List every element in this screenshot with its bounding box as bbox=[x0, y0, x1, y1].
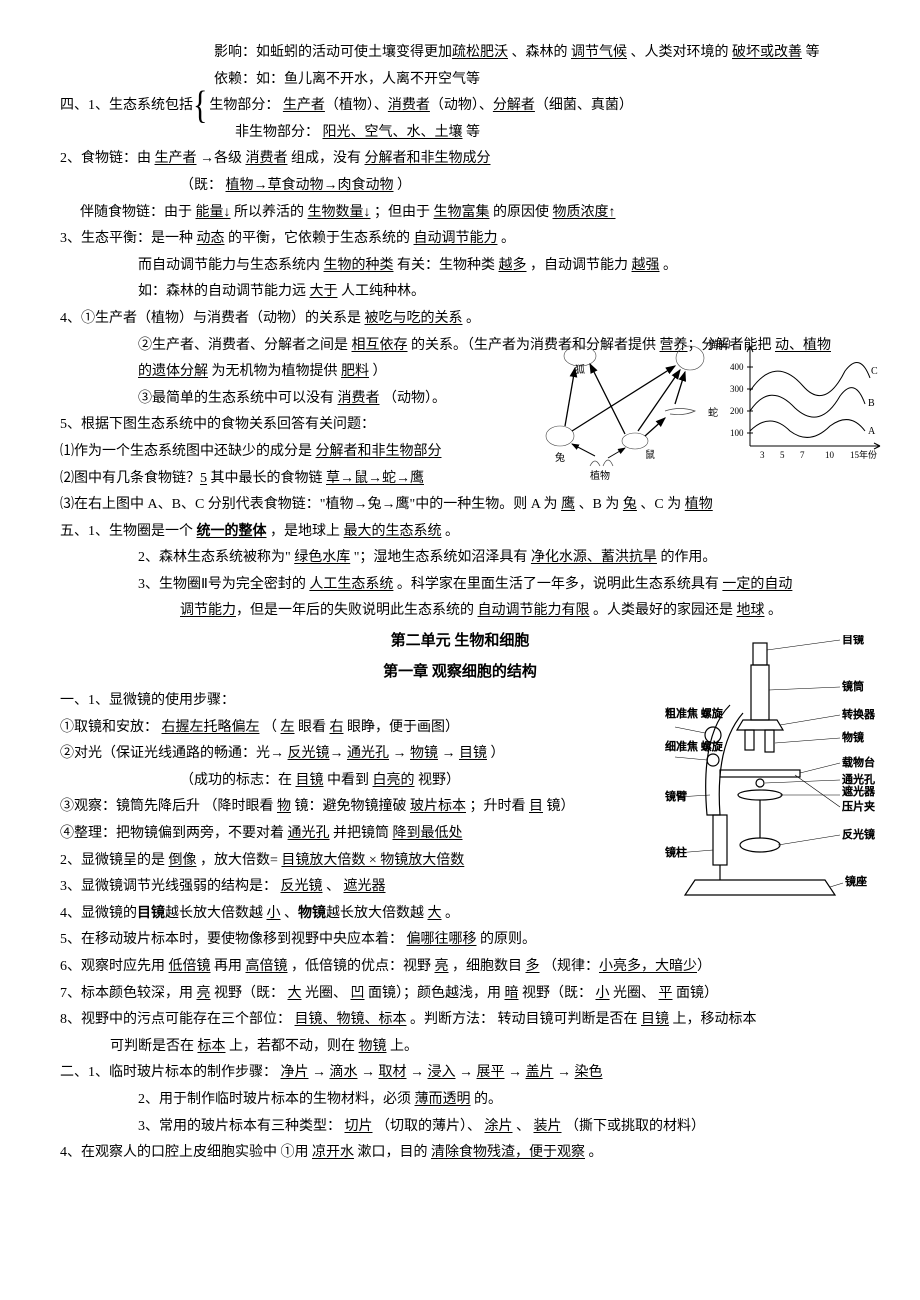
para-relation1: 4、①生产者（植物）与消费者（动物）的关系是 被吃与吃的关系 。 bbox=[60, 306, 860, 333]
slide-2: 2、用于制作临时玻片标本的生物材料，必须 薄而透明 的。 bbox=[60, 1087, 860, 1114]
para-foodchain-eg: （既： 植物→草食动物→肉食动物 ） bbox=[60, 173, 860, 200]
micro-7: 7、标本颜色较深，用 亮 视野（既： 大 光圈、 凹 面镜）；颜色越浅，用 暗 … bbox=[60, 981, 860, 1008]
para-ecosystem-include: 四、1、生态系统包括{生物部分： 生产者（植物）、消费者（动物）、分解者（细菌、… bbox=[60, 93, 860, 120]
svg-text:5: 5 bbox=[780, 450, 785, 460]
svg-text:细准焦 螺旋: 细准焦 螺旋 bbox=[665, 739, 723, 753]
para-influence: 影响：如蚯蚓的活动可使土壤变得更加疏松肥沃 、森林的 调节气候 、人类对环境的 … bbox=[60, 40, 860, 67]
slide-1: 二、1、临时玻片标本的制作步骤： 净片 → 滴水 → 取材 → 浸入 → 展平 … bbox=[60, 1060, 860, 1087]
micro-6: 6、观察时应先用 低倍镜 再用 高倍镜 ，低倍镜的优点：视野 亮 ，细胞数目 多… bbox=[60, 954, 860, 981]
svg-text:100: 100 bbox=[730, 428, 744, 438]
svg-text:物镜: 物镜 bbox=[842, 730, 864, 744]
micro-8: 8、视野中的污点可能存在三个部位： 目镜、物镜、标本 。判断方法： 转动目镜可判… bbox=[60, 1007, 860, 1034]
slide-4: 4、在观察人的口腔上皮细胞实验中 ①用 凉开水 漱口，目的 清除食物残渣，便于观… bbox=[60, 1140, 860, 1167]
svg-text:反光镜: 反光镜 bbox=[842, 827, 875, 841]
para-nonbio: 非生物部分： 阳光、空气、水、土壤 等 bbox=[60, 120, 860, 147]
svg-text:载物台: 载物台 bbox=[842, 755, 875, 769]
svg-text:B: B bbox=[868, 398, 875, 409]
para-balance: 3、生态平衡：是一种 动态 的平衡，它依赖于生态系统的 自动调节能力 。 bbox=[60, 226, 860, 253]
foodweb-diagram: 狐 猫头鹰 蛇 兔 鼠 植物 bbox=[530, 336, 730, 481]
svg-text:植物: 植物 bbox=[590, 469, 610, 481]
svg-text:400: 400 bbox=[730, 362, 744, 372]
svg-text:遮光器: 遮光器 bbox=[842, 784, 875, 798]
svg-text:10: 10 bbox=[825, 450, 835, 460]
para-autoadjust: 而自动调节能力与生态系统内 生物的种类 有关：生物种类 越多 ，自动调节能力 越… bbox=[60, 253, 860, 280]
para-energy: 伴随食物链：由于 能量↓ 所以养活的 生物数量↓ ；但由于 生物富集 的原因使 … bbox=[60, 200, 860, 227]
para-q5-3: ⑶在右上图中 A、B、C 分别代表食物链："植物→兔→鹰"中的一种生物。则 A … bbox=[60, 492, 860, 519]
para-bio2b: 调节能力，但是一年后的失败说明此生态系统的 自动调节能力有限 。人类最好的家园还… bbox=[60, 598, 860, 625]
micro-8b: 可判断是否在 标本 上，若都不动，则在 物镜 上。 bbox=[60, 1034, 860, 1061]
para-forest-eg: 如：森林的自动调节能力远 大于 人工纯种林。 bbox=[60, 279, 860, 306]
svg-text:A: A bbox=[868, 426, 876, 437]
svg-text:300: 300 bbox=[730, 384, 744, 394]
para-depend: 依赖：如：鱼儿离不开水，人离不开空气等 bbox=[60, 67, 860, 94]
svg-text:鼠: 鼠 bbox=[645, 448, 655, 461]
svg-text:镜臂: 镜臂 bbox=[665, 789, 687, 803]
svg-text:镜柱: 镜柱 bbox=[665, 845, 687, 859]
para-biosphere: 五、1、生物圈是一个 统一的整体 ，是地球上 最大的生态系统 。 bbox=[60, 519, 860, 546]
svg-text:压片夹: 压片夹 bbox=[842, 800, 875, 813]
para-bio2: 3、生物圈Ⅱ号为完全密封的 人工生态系统 。科学家在里面生活了一年多，说明此生态… bbox=[60, 572, 860, 599]
svg-text:C: C bbox=[871, 366, 878, 377]
para-forest-eco: 2、森林生态系统被称为" 绿色水库 "；湿地生态系统如沼泽具有 净化水源、蓄洪抗… bbox=[60, 545, 860, 572]
svg-text:镜座: 镜座 bbox=[845, 874, 867, 888]
svg-text:15年份: 15年份 bbox=[850, 449, 877, 460]
svg-text:粗准焦 螺旋: 粗准焦 螺旋 bbox=[665, 706, 723, 720]
svg-text:转换器: 转换器 bbox=[842, 707, 875, 721]
para-foodchain: 2、食物链：由 生产者 →各级 消费者 组成，没有 分解者和非生物成分 bbox=[60, 146, 860, 173]
svg-text:蛇: 蛇 bbox=[708, 406, 718, 419]
population-linegraph: 100 200 300 400 3 5 7 10 15年份 A B C bbox=[725, 336, 885, 466]
micro-5: 5、在移动玻片标本时，要使物像移到视野中央应本着： 偏哪往哪移 的原则。 bbox=[60, 927, 860, 954]
slide-3: 3、常用的玻片标本有三种类型： 切片 （切取的薄片）、 涂片 、 装片 （撕下或… bbox=[60, 1114, 860, 1141]
svg-text:目镜: 目镜 bbox=[842, 635, 864, 646]
svg-text:狐: 狐 bbox=[575, 363, 585, 376]
svg-text:200: 200 bbox=[730, 406, 744, 416]
svg-text:镜筒: 镜筒 bbox=[842, 679, 864, 693]
svg-text:3: 3 bbox=[760, 450, 765, 460]
microscope-diagram: 目镜 镜筒 转换器 物镜 载物台 通光孔 遮光器 压片夹 反光镜 镜座 粗准焦 … bbox=[665, 635, 875, 925]
svg-text:通光孔: 通光孔 bbox=[842, 772, 875, 786]
para-q5-2: ⑵图中有几条食物链？5 其中最长的食物链 草→鼠→蛇→鹰 bbox=[60, 466, 860, 493]
svg-text:兔: 兔 bbox=[555, 451, 565, 464]
svg-text:7: 7 bbox=[800, 450, 805, 460]
